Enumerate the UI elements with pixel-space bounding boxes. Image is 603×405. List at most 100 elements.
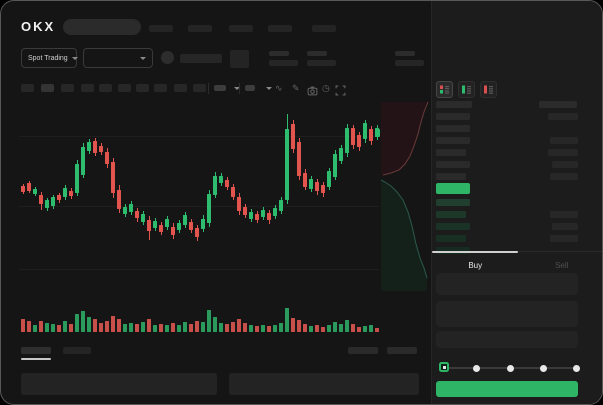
candle-body [57, 195, 61, 200]
order-input-field[interactable] [436, 301, 578, 327]
candle-body [321, 185, 325, 193]
bottom-panel[interactable] [229, 373, 419, 395]
volume-bar [87, 317, 91, 332]
orderbook-bid-row[interactable] [436, 197, 578, 209]
candle-body [297, 142, 301, 176]
orderbook-ask-row[interactable] [436, 111, 578, 123]
volume-bar [21, 319, 25, 332]
candle-body [117, 190, 121, 209]
chart-type-placeholder[interactable] [214, 85, 226, 91]
bottom-control-placeholder[interactable] [387, 347, 417, 354]
stat-value-placeholder [269, 60, 298, 66]
amount-slider[interactable] [439, 362, 580, 373]
camera-icon[interactable] [307, 83, 318, 101]
volume-bar [165, 325, 169, 332]
tab-sell[interactable]: Sell [519, 252, 603, 278]
candle-body [141, 214, 145, 222]
nav-item[interactable] [312, 25, 336, 32]
draw-tool-icon[interactable]: ✎ [292, 83, 300, 93]
orderbook-view-bids-button[interactable] [458, 81, 475, 98]
bottom-tab[interactable] [63, 347, 91, 354]
bid-price-placeholder [436, 223, 470, 230]
candle-body [201, 219, 205, 229]
volume-bar [333, 322, 337, 332]
orderbook-ask-row[interactable] [436, 147, 578, 159]
timeframe-button[interactable] [154, 84, 167, 92]
timeframe-button[interactable] [81, 84, 94, 92]
candle-body [111, 162, 115, 193]
candle-body [87, 142, 91, 151]
orderbook-bid-row[interactable] [436, 233, 578, 245]
volume-bar [225, 324, 229, 332]
candle-body [21, 186, 25, 192]
orderbook-ask-row[interactable] [436, 135, 578, 147]
indicator-placeholder[interactable] [245, 85, 255, 91]
timeframe-button[interactable] [21, 84, 34, 92]
timeframe-button[interactable] [41, 84, 54, 92]
orderbook-bid-row[interactable] [436, 245, 578, 257]
volume-bar [279, 323, 283, 332]
ask-amount-placeholder [550, 173, 578, 180]
candle-body [249, 212, 253, 219]
market-type-selector[interactable]: Spot Trading [21, 48, 78, 68]
volume-bar [57, 325, 61, 332]
timeframe-button[interactable] [118, 84, 131, 92]
volume-bar [231, 322, 235, 332]
toolbar-divider [208, 83, 209, 94]
candle-body [195, 228, 199, 237]
bottom-tab[interactable] [21, 347, 51, 354]
history-clock-icon[interactable]: ◷ [322, 83, 330, 93]
bottom-control-placeholder[interactable] [348, 347, 378, 354]
order-input-field[interactable] [436, 331, 578, 348]
ask-price-placeholder [436, 173, 466, 180]
pair-dropdown[interactable] [83, 48, 153, 68]
toolbar-divider [239, 83, 240, 94]
orderbook-ask-row[interactable] [436, 159, 578, 171]
volume-bar [147, 319, 151, 332]
bid-price-placeholder [436, 211, 466, 218]
volume-bar [27, 321, 31, 332]
candle-body [279, 200, 283, 211]
nav-item[interactable] [268, 25, 292, 32]
orderbook-view-asks-button[interactable] [480, 81, 497, 98]
line-tool-icon[interactable]: ∿ [275, 83, 283, 93]
timeframe-button[interactable] [61, 84, 74, 92]
slider-handle[interactable] [439, 362, 449, 372]
active-tab-indicator [432, 251, 518, 253]
nav-item[interactable] [149, 25, 173, 32]
orderbook-bid-row[interactable] [436, 221, 578, 233]
bid-price-placeholder [436, 235, 466, 242]
candle-body [309, 179, 313, 189]
slider-stop[interactable] [539, 364, 547, 372]
volume-bar [171, 323, 175, 332]
orderbook-bid-row[interactable] [436, 209, 578, 221]
bid-price-placeholder [436, 199, 470, 206]
buy-submit-button[interactable] [436, 381, 578, 397]
slider-stop[interactable] [573, 364, 580, 372]
timeframe-button[interactable] [99, 84, 112, 92]
slider-stop[interactable] [473, 364, 481, 372]
orderbook-view-combined-button[interactable] [436, 81, 453, 98]
volume-bar [375, 328, 379, 332]
chevron-down-icon[interactable] [234, 87, 240, 90]
orderbook-ask-row[interactable] [436, 171, 578, 183]
timeframe-button[interactable] [193, 84, 206, 92]
chevron-down-icon[interactable] [266, 87, 272, 90]
order-input-field[interactable] [436, 273, 578, 295]
volume-bar [309, 326, 313, 332]
timeframe-button[interactable] [174, 84, 187, 92]
timeframe-button[interactable] [136, 84, 149, 92]
ask-price-placeholder [436, 125, 470, 132]
orderbook-ask-row[interactable] [436, 123, 578, 135]
nav-item[interactable] [188, 25, 212, 32]
fullscreen-icon[interactable] [335, 83, 346, 101]
candle-body [171, 227, 175, 235]
depth-chart [381, 101, 429, 291]
search-input[interactable] [63, 19, 141, 35]
tab-buy[interactable]: Buy [432, 251, 519, 278]
volume-bar [63, 321, 67, 332]
bottom-panel[interactable] [21, 373, 217, 395]
candle-body [159, 225, 163, 232]
slider-stop[interactable] [506, 364, 514, 372]
nav-item[interactable] [229, 25, 253, 32]
